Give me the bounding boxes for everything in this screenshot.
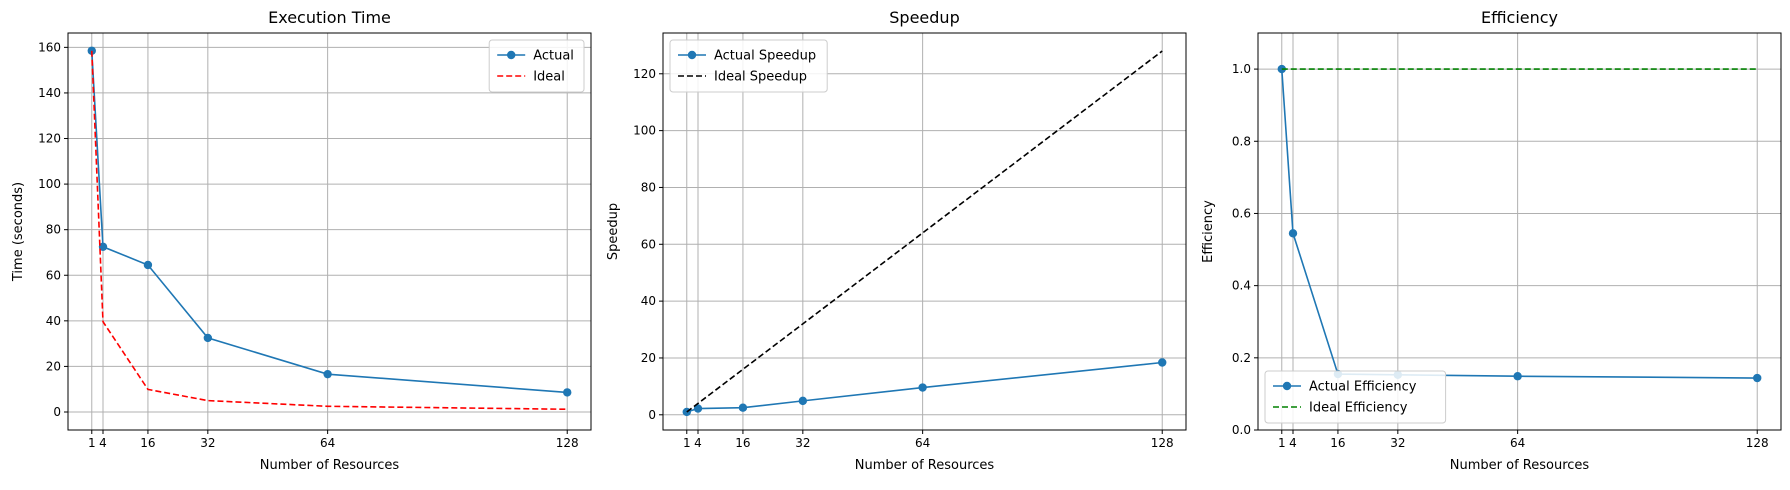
data-point [1753,373,1762,383]
y-axis-label: Speedup [606,203,621,260]
data-point [143,260,153,270]
x-tick-label: 1 [88,436,96,450]
series-line-2 [686,50,1163,413]
chart-panel-2: 1 4 16 32 64 128 0 20 40 60 80 100 120 Speedup Number … [606,8,1187,473]
y-tick-label: 100 [38,177,61,191]
legend: Actual Speedup Ideal Speedup [669,39,828,93]
y-tick-label: 0.4 [1232,279,1251,293]
series-line-1 [90,50,568,394]
y-tick-label: 0.8 [1232,134,1251,148]
x-tick-label: 128 [1151,436,1174,450]
legend-marker [687,50,697,60]
data-point [563,388,572,397]
chart-panel-1: 1 4 16 32 64 128 0 20 40 60 80 100 120 140 160 Executio… [11,8,592,473]
x-tick-label: 32 [795,436,810,450]
data-point [693,404,703,413]
data-point [1158,358,1167,367]
y-tick-label: 0 [648,408,656,422]
x-tick-label: 4 [694,436,702,450]
y-tick-label: 0.6 [1232,206,1251,220]
x-tick-label: 128 [1746,436,1769,450]
data-point [323,369,332,379]
y-tick-label: 20 [46,359,61,373]
x-tick-label: 64 [915,436,930,450]
x-axis-label: Number of Resources [260,458,400,473]
legend-label: Ideal Efficiency [1309,401,1408,416]
plot-frame [1257,32,1782,431]
y-tick-label: 80 [46,223,61,237]
y-tick-label: 160 [38,40,61,54]
y-tick-label: 0 [53,405,61,419]
legend-label: Ideal [533,70,565,85]
y-tick-label: 40 [641,294,656,308]
legend-box [1264,370,1447,424]
y-axis-label: Efficiency [1201,200,1216,263]
series-line-2 [90,50,568,411]
x-tick-label: 1 [683,436,691,450]
chart-title: Execution Time [268,8,391,27]
x-tick-label: 32 [200,436,215,450]
x-axis-label: Number of Resources [855,458,995,473]
y-tick-label: 100 [633,124,656,138]
y-tick-label: 20 [641,351,656,365]
x-tick-label: 64 [1510,436,1525,450]
x-tick-label: 32 [1390,436,1405,450]
data-point [98,242,108,251]
y-tick-label: 0.0 [1232,423,1251,437]
data-point [1513,372,1522,381]
legend: Actual Ideal [488,39,585,93]
x-tick-label: 128 [556,436,579,450]
x-tick-label: 64 [320,436,335,450]
y-tick-label: 120 [633,67,656,81]
x-tick-label: 16 [1330,436,1345,450]
legend-label: Ideal Speedup [714,70,807,85]
x-tick-label: 16 [735,436,750,450]
data-point [203,333,213,343]
y-tick-label: 40 [46,314,61,328]
y-tick-label: 120 [38,132,61,146]
y-tick-label: 60 [46,268,61,282]
x-tick-label: 4 [1289,436,1297,450]
legend-marker [1282,381,1292,391]
y-tick-label: 0.2 [1232,351,1251,365]
legend: Actual Efficiency Ideal Efficiency [1264,370,1447,424]
y-axis-label: Time (seconds) [11,182,26,282]
chart-title: Efficiency [1481,8,1558,27]
data-point [1288,229,1298,238]
y-tick-label: 140 [38,86,61,100]
chart-title: Speedup [889,8,959,27]
chart-panel-3: 1 4 16 32 64 128 0.0 0.2 0.4 0.6 0.8 1.0 Efficiency N… [1201,8,1782,473]
y-tick-label: 80 [641,180,656,194]
legend-label: Actual Speedup [714,49,816,64]
legend-label: Actual [533,49,574,64]
plot-frame [662,32,1187,431]
data-point [738,403,748,412]
x-tick-label: 4 [99,436,107,450]
series-line-1 [1280,69,1758,379]
y-tick-label: 60 [641,237,656,251]
legend-box [669,39,828,93]
data-point [918,383,927,392]
y-tick-label: 1.0 [1232,62,1251,76]
legend-label: Actual Efficiency [1309,380,1417,395]
data-point [87,46,96,55]
data-point [798,396,808,406]
x-tick-label: 1 [1278,436,1286,450]
legend-marker [507,50,516,60]
x-axis-label: Number of Resources [1450,458,1590,473]
plot-frame [67,32,592,431]
x-tick-label: 16 [140,436,155,450]
